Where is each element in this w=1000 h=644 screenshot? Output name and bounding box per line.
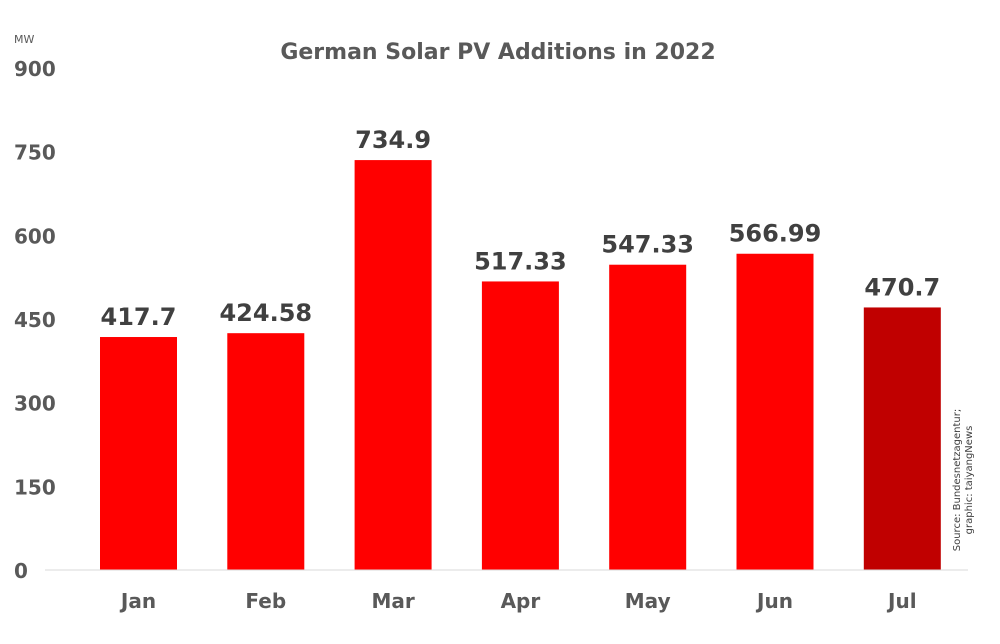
- x-tick-label: Mar: [371, 589, 414, 613]
- bar-mar: [354, 160, 432, 570]
- y-tick-label: 750: [14, 141, 56, 165]
- y-tick-label: 0: [14, 559, 28, 583]
- data-label: 470.7: [864, 273, 940, 301]
- x-tick-label: May: [625, 589, 671, 613]
- data-label: 424.58: [219, 299, 312, 327]
- source-annotation: Source: Bundesnetzagentur; graphic: taiy…: [952, 409, 975, 552]
- source-line-2: graphic: taiyangNews: [964, 426, 975, 535]
- y-tick-label: 900: [14, 57, 56, 81]
- bar-jun: [736, 253, 814, 570]
- x-tick-label: Feb: [245, 589, 286, 613]
- y-tick-label: 150: [14, 475, 56, 499]
- data-label: 566.99: [729, 220, 822, 248]
- chart-title: German Solar PV Additions in 2022: [280, 40, 715, 65]
- x-tick-label: Apr: [501, 589, 541, 613]
- data-label: 734.9: [355, 126, 431, 154]
- y-tick-label: 300: [14, 392, 56, 416]
- data-label: 517.33: [474, 247, 567, 275]
- bar-may: [609, 264, 687, 570]
- y-tick-label: 600: [14, 224, 56, 248]
- bar-apr: [481, 281, 559, 570]
- bar-jan: [100, 337, 177, 570]
- y-axis-unit-label: MW: [14, 33, 34, 46]
- y-tick-label: 450: [14, 308, 56, 332]
- x-tick-label: Jun: [755, 589, 793, 613]
- bar-jul: [863, 307, 941, 570]
- source-line-1: Source: Bundesnetzagentur;: [952, 409, 963, 552]
- data-label: 417.7: [101, 303, 177, 331]
- data-label: 547.33: [601, 231, 694, 259]
- x-tick-label: Jan: [119, 589, 156, 613]
- x-tick-label: Jul: [886, 589, 917, 613]
- bar-feb: [227, 333, 305, 570]
